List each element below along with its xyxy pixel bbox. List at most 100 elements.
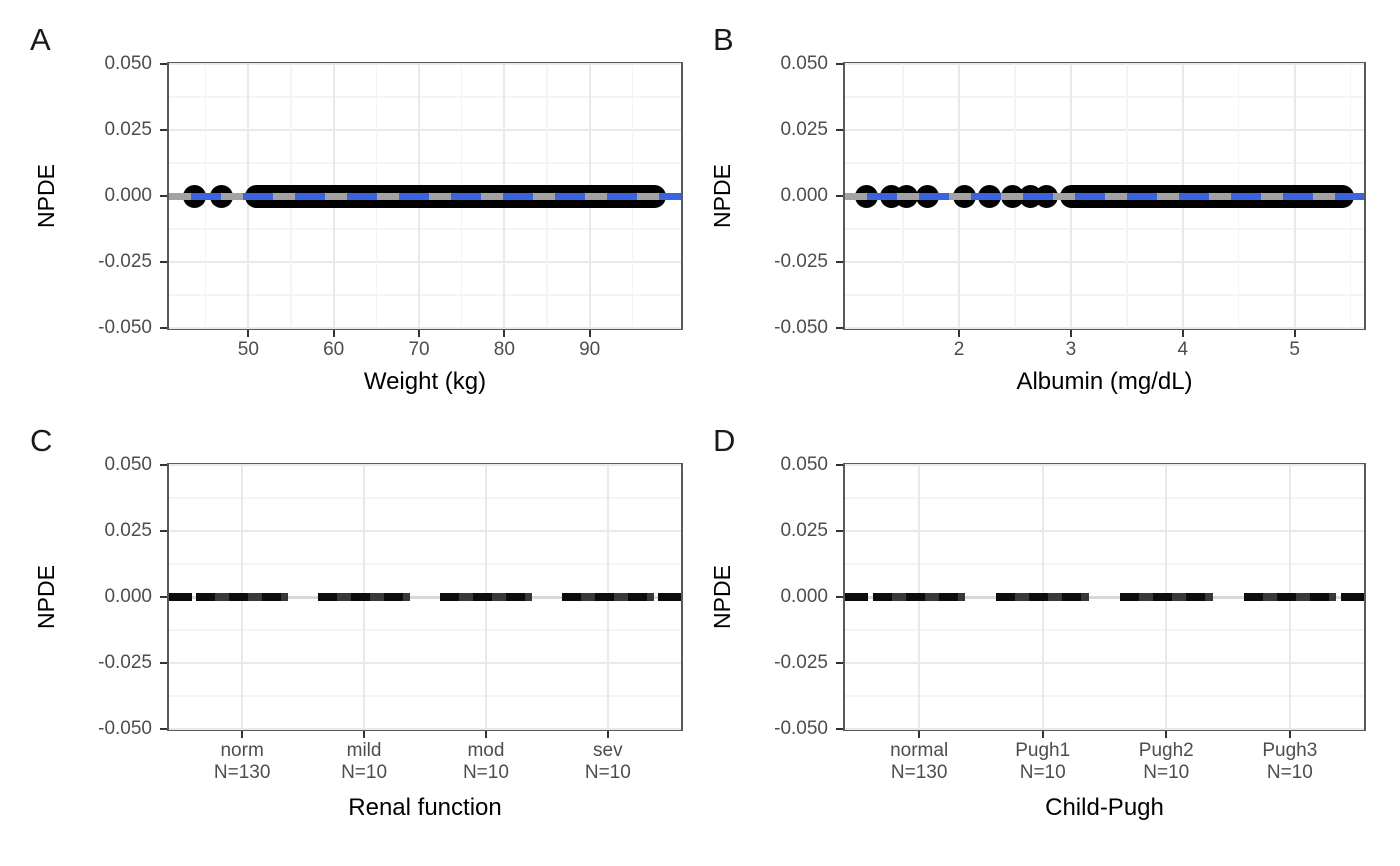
y-axis-tick-mark	[836, 596, 843, 598]
panel-d-x-axis-title: Child-Pugh	[1045, 794, 1164, 821]
x-axis-tick-mark	[1293, 330, 1296, 337]
y-axis-tick-mark	[160, 662, 167, 664]
gridline-minor-horizontal	[169, 497, 681, 499]
gridline-minor-horizontal	[169, 294, 681, 296]
gridline-minor-horizontal	[845, 96, 1364, 98]
x-axis-tick-label: 60	[323, 339, 345, 360]
y-axis-tick-mark	[836, 530, 843, 532]
gridline-minor-horizontal	[169, 629, 681, 631]
x-axis-tick-mark	[241, 731, 244, 738]
panel-c-y-axis-title: NPDE	[33, 565, 59, 629]
dash-line-edge-stub	[657, 593, 681, 601]
x-axis-tick-mark	[1181, 330, 1184, 337]
y-axis-tick-label: 0.000	[104, 185, 152, 206]
y-axis-tick-label: 0.000	[104, 586, 152, 607]
gridline-major-horizontal	[169, 261, 681, 263]
y-axis-tick-label: 0.050	[104, 53, 152, 74]
gridline-major-horizontal	[169, 327, 681, 329]
x-axis-tick-label: Pugh2 N=10	[1138, 740, 1194, 783]
x-axis-tick-mark	[484, 731, 487, 738]
gridline-major-horizontal	[845, 662, 1364, 664]
gridline-major-horizontal	[169, 662, 681, 664]
y-axis-tick-mark	[160, 129, 167, 131]
gridline-major-horizontal	[169, 63, 681, 65]
y-axis-tick-mark	[836, 63, 843, 65]
y-axis-tick-label: 0.025	[780, 520, 828, 541]
panel-a-x-axis-title: Weight (kg)	[363, 368, 487, 395]
x-axis-tick-mark	[958, 330, 961, 337]
y-axis-tick-mark	[160, 464, 167, 466]
gridline-minor-horizontal	[169, 162, 681, 164]
boxplot-dash-segment	[996, 593, 1090, 601]
y-axis-tick-label: -0.025	[774, 652, 828, 673]
y-axis-tick-label: 0.000	[780, 185, 828, 206]
gridline-minor-horizontal	[169, 228, 681, 230]
gridline-minor-horizontal	[845, 629, 1364, 631]
panel-b-x-axis-title: Albumin (mg/dL)	[1016, 368, 1193, 395]
trend-line	[845, 192, 1364, 200]
x-axis-tick-label: mild N=10	[341, 740, 388, 783]
panel-a-letter: A	[30, 22, 51, 57]
panel-c-x-axis-title: Renal function	[348, 794, 502, 821]
x-axis-tick-label: Pugh3 N=10	[1262, 740, 1318, 783]
panel-d-plot-area	[843, 463, 1366, 731]
y-axis-tick-mark	[160, 327, 167, 329]
x-axis-tick-mark	[1165, 731, 1168, 738]
x-axis-tick-label: norm N=130	[213, 740, 271, 783]
y-axis-tick-mark	[160, 63, 167, 65]
x-axis-tick-mark	[918, 731, 921, 738]
x-axis-tick-mark	[418, 330, 421, 337]
gridline-major-horizontal	[845, 129, 1364, 131]
y-axis-tick-mark	[160, 596, 167, 598]
gridline-minor-horizontal	[169, 695, 681, 697]
gridline-major-horizontal	[845, 728, 1364, 730]
y-axis-tick-mark	[160, 261, 167, 263]
x-axis-tick-label: sev N=10	[584, 740, 631, 783]
x-axis-tick-mark	[588, 330, 591, 337]
gridline-major-horizontal	[845, 63, 1364, 65]
y-axis-tick-mark	[836, 464, 843, 466]
gridline-minor-horizontal	[169, 96, 681, 98]
y-axis-tick-label: 0.000	[780, 586, 828, 607]
x-axis-tick-mark	[606, 731, 609, 738]
dash-line-edge-stub	[169, 593, 193, 601]
y-axis-tick-mark	[836, 662, 843, 664]
x-axis-tick-label: 70	[408, 339, 430, 360]
y-axis-tick-label: -0.025	[98, 652, 152, 673]
boxplot-dash-segment	[562, 593, 654, 601]
x-axis-tick-mark	[503, 330, 506, 337]
y-axis-tick-mark	[160, 728, 167, 730]
y-axis-tick-mark	[160, 195, 167, 197]
y-axis-tick-mark	[836, 195, 843, 197]
gridline-minor-horizontal	[845, 695, 1364, 697]
x-axis-tick-label: 5	[1289, 339, 1300, 360]
x-axis-tick-mark	[1069, 330, 1072, 337]
reference-line	[169, 595, 681, 599]
x-axis-tick-mark	[247, 330, 250, 337]
y-axis-tick-mark	[836, 728, 843, 730]
y-axis-tick-label: -0.050	[774, 317, 828, 338]
boxplot-dash-segment	[440, 593, 532, 601]
gridline-major-horizontal	[845, 327, 1364, 329]
y-axis-tick-mark	[836, 327, 843, 329]
panel-a-y-axis-title: NPDE	[33, 164, 59, 228]
y-axis-tick-label: 0.050	[780, 53, 828, 74]
gridline-major-horizontal	[169, 464, 681, 466]
y-axis-tick-label: -0.050	[774, 718, 828, 739]
gridline-major-horizontal	[845, 261, 1364, 263]
x-axis-tick-label: 90	[579, 339, 601, 360]
y-axis-tick-label: 0.050	[780, 454, 828, 475]
gridline-major-horizontal	[169, 530, 681, 532]
boxplot-dash-segment	[196, 593, 288, 601]
y-axis-tick-label: 0.025	[104, 520, 152, 541]
gridline-major-horizontal	[169, 129, 681, 131]
x-axis-tick-label: normal N=130	[890, 740, 949, 783]
gridline-minor-horizontal	[845, 162, 1364, 164]
gridline-minor-horizontal	[169, 563, 681, 565]
reference-line	[845, 595, 1364, 599]
trend-line	[169, 192, 681, 200]
gridline-major-horizontal	[169, 728, 681, 730]
gridline-major-horizontal	[845, 464, 1364, 466]
x-axis-tick-mark	[332, 330, 335, 337]
